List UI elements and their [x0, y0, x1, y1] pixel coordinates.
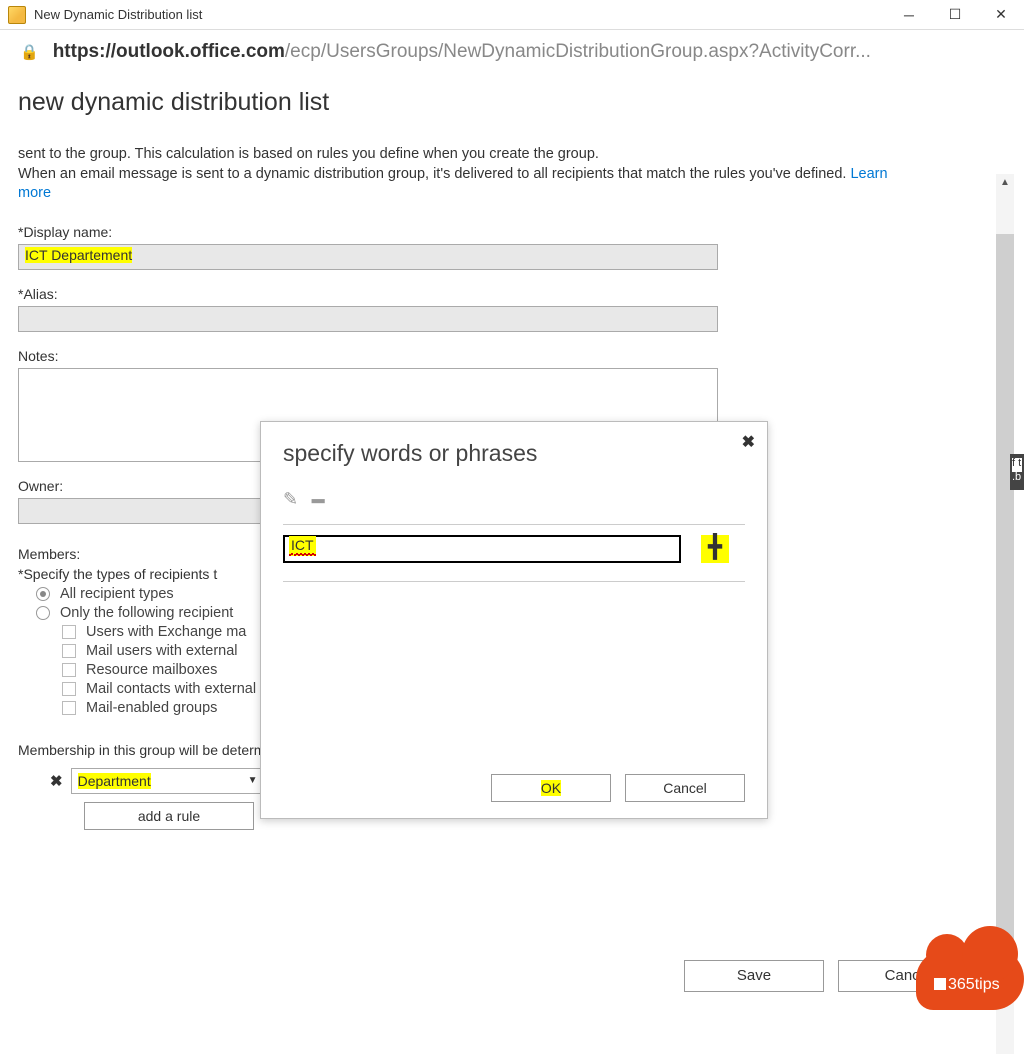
lock-icon: 🔒 — [20, 43, 39, 61]
dialog-cancel-button[interactable]: Cancel — [625, 774, 745, 802]
chevron-down-icon: ▼ — [248, 775, 258, 786]
check-label: Mail users with external — [86, 643, 238, 659]
rule-attribute-dropdown[interactable]: Department ▼ — [71, 768, 265, 794]
dialog-close-icon[interactable]: ✖ — [742, 432, 755, 452]
alias-input[interactable] — [18, 306, 718, 332]
remove-icon[interactable]: ━ — [312, 489, 324, 514]
checkbox-icon — [62, 682, 76, 696]
dialog-toolbar: ✎ ━ — [283, 489, 745, 514]
window-title: New Dynamic Distribution list — [34, 7, 202, 22]
notes-label: Notes: — [18, 348, 1008, 364]
word-input[interactable]: ICT — [283, 535, 681, 563]
checkbox-icon — [62, 625, 76, 639]
radio-only-label: Only the following recipient — [60, 605, 233, 621]
check-label: Resource mailboxes — [86, 662, 217, 678]
add-rule-button[interactable]: add a rule — [84, 802, 254, 830]
address-bar: 🔒 https://outlook.office.com/ecp/UsersGr… — [0, 30, 1024, 74]
content-wrap: new dynamic distribution list sent to th… — [0, 74, 1024, 1024]
display-name-input[interactable]: ICT Departement — [18, 244, 718, 270]
close-button[interactable]: ✕ — [978, 0, 1024, 30]
display-name-label: *Display name: — [18, 224, 1008, 240]
badge-text: 365tips — [934, 976, 1000, 994]
check-label: Users with Exchange ma — [86, 624, 246, 640]
rule-attribute-value: Department — [78, 773, 151, 789]
url-host: https://outlook.office.com — [53, 41, 285, 63]
remove-rule-icon[interactable]: ✖ — [50, 772, 63, 790]
word-input-value: ICT — [291, 537, 314, 555]
divider — [283, 524, 745, 525]
check-label: Mail-enabled groups — [86, 700, 217, 716]
dialog-button-row: OK Cancel — [491, 774, 745, 802]
save-button[interactable]: Save — [684, 960, 824, 992]
radio-all-label: All recipient types — [60, 586, 174, 602]
dialog-ok-button[interactable]: OK — [491, 774, 611, 802]
window-titlebar: New Dynamic Distribution list ─ ☐ ✕ — [0, 0, 1024, 30]
radio-icon — [36, 587, 50, 601]
add-word-button[interactable]: ╋ — [701, 535, 729, 563]
radio-icon — [36, 606, 50, 620]
word-input-row: ICT ╋ — [283, 535, 745, 563]
vertical-scrollbar[interactable]: ▲ — [996, 174, 1014, 1054]
divider — [283, 581, 745, 582]
dialog-title: specify words or phrases — [283, 440, 745, 467]
edit-icon[interactable]: ✎ — [283, 489, 298, 514]
alias-label: *Alias: — [18, 286, 1008, 302]
url-path: /ecp/UsersGroups/NewDynamicDistributionG… — [285, 41, 871, 63]
checkbox-icon — [62, 663, 76, 677]
maximize-button[interactable]: ☐ — [932, 0, 978, 30]
checkbox-icon — [62, 701, 76, 715]
app-icon — [8, 6, 26, 24]
scroll-up-icon[interactable]: ▲ — [996, 174, 1014, 192]
365tips-badge: 365tips — [916, 948, 1024, 1010]
checkbox-icon — [62, 644, 76, 658]
page-heading: new dynamic distribution list — [18, 88, 1008, 117]
specify-words-dialog: ✖ specify words or phrases ✎ ━ ICT ╋ OK … — [260, 421, 768, 819]
intro-text: sent to the group. This calculation is b… — [18, 145, 898, 204]
minimize-button[interactable]: ─ — [886, 0, 932, 30]
intro-line-a: sent to the group. This calculation is b… — [18, 146, 599, 162]
window-buttons: ─ ☐ ✕ — [886, 0, 1024, 30]
scroll-thumb[interactable] — [996, 234, 1014, 974]
display-name-value: ICT Departement — [25, 247, 132, 263]
intro-line-b: When an email message is sent to a dynam… — [18, 166, 850, 182]
right-edge-sliver: f t .b — [1010, 454, 1024, 490]
